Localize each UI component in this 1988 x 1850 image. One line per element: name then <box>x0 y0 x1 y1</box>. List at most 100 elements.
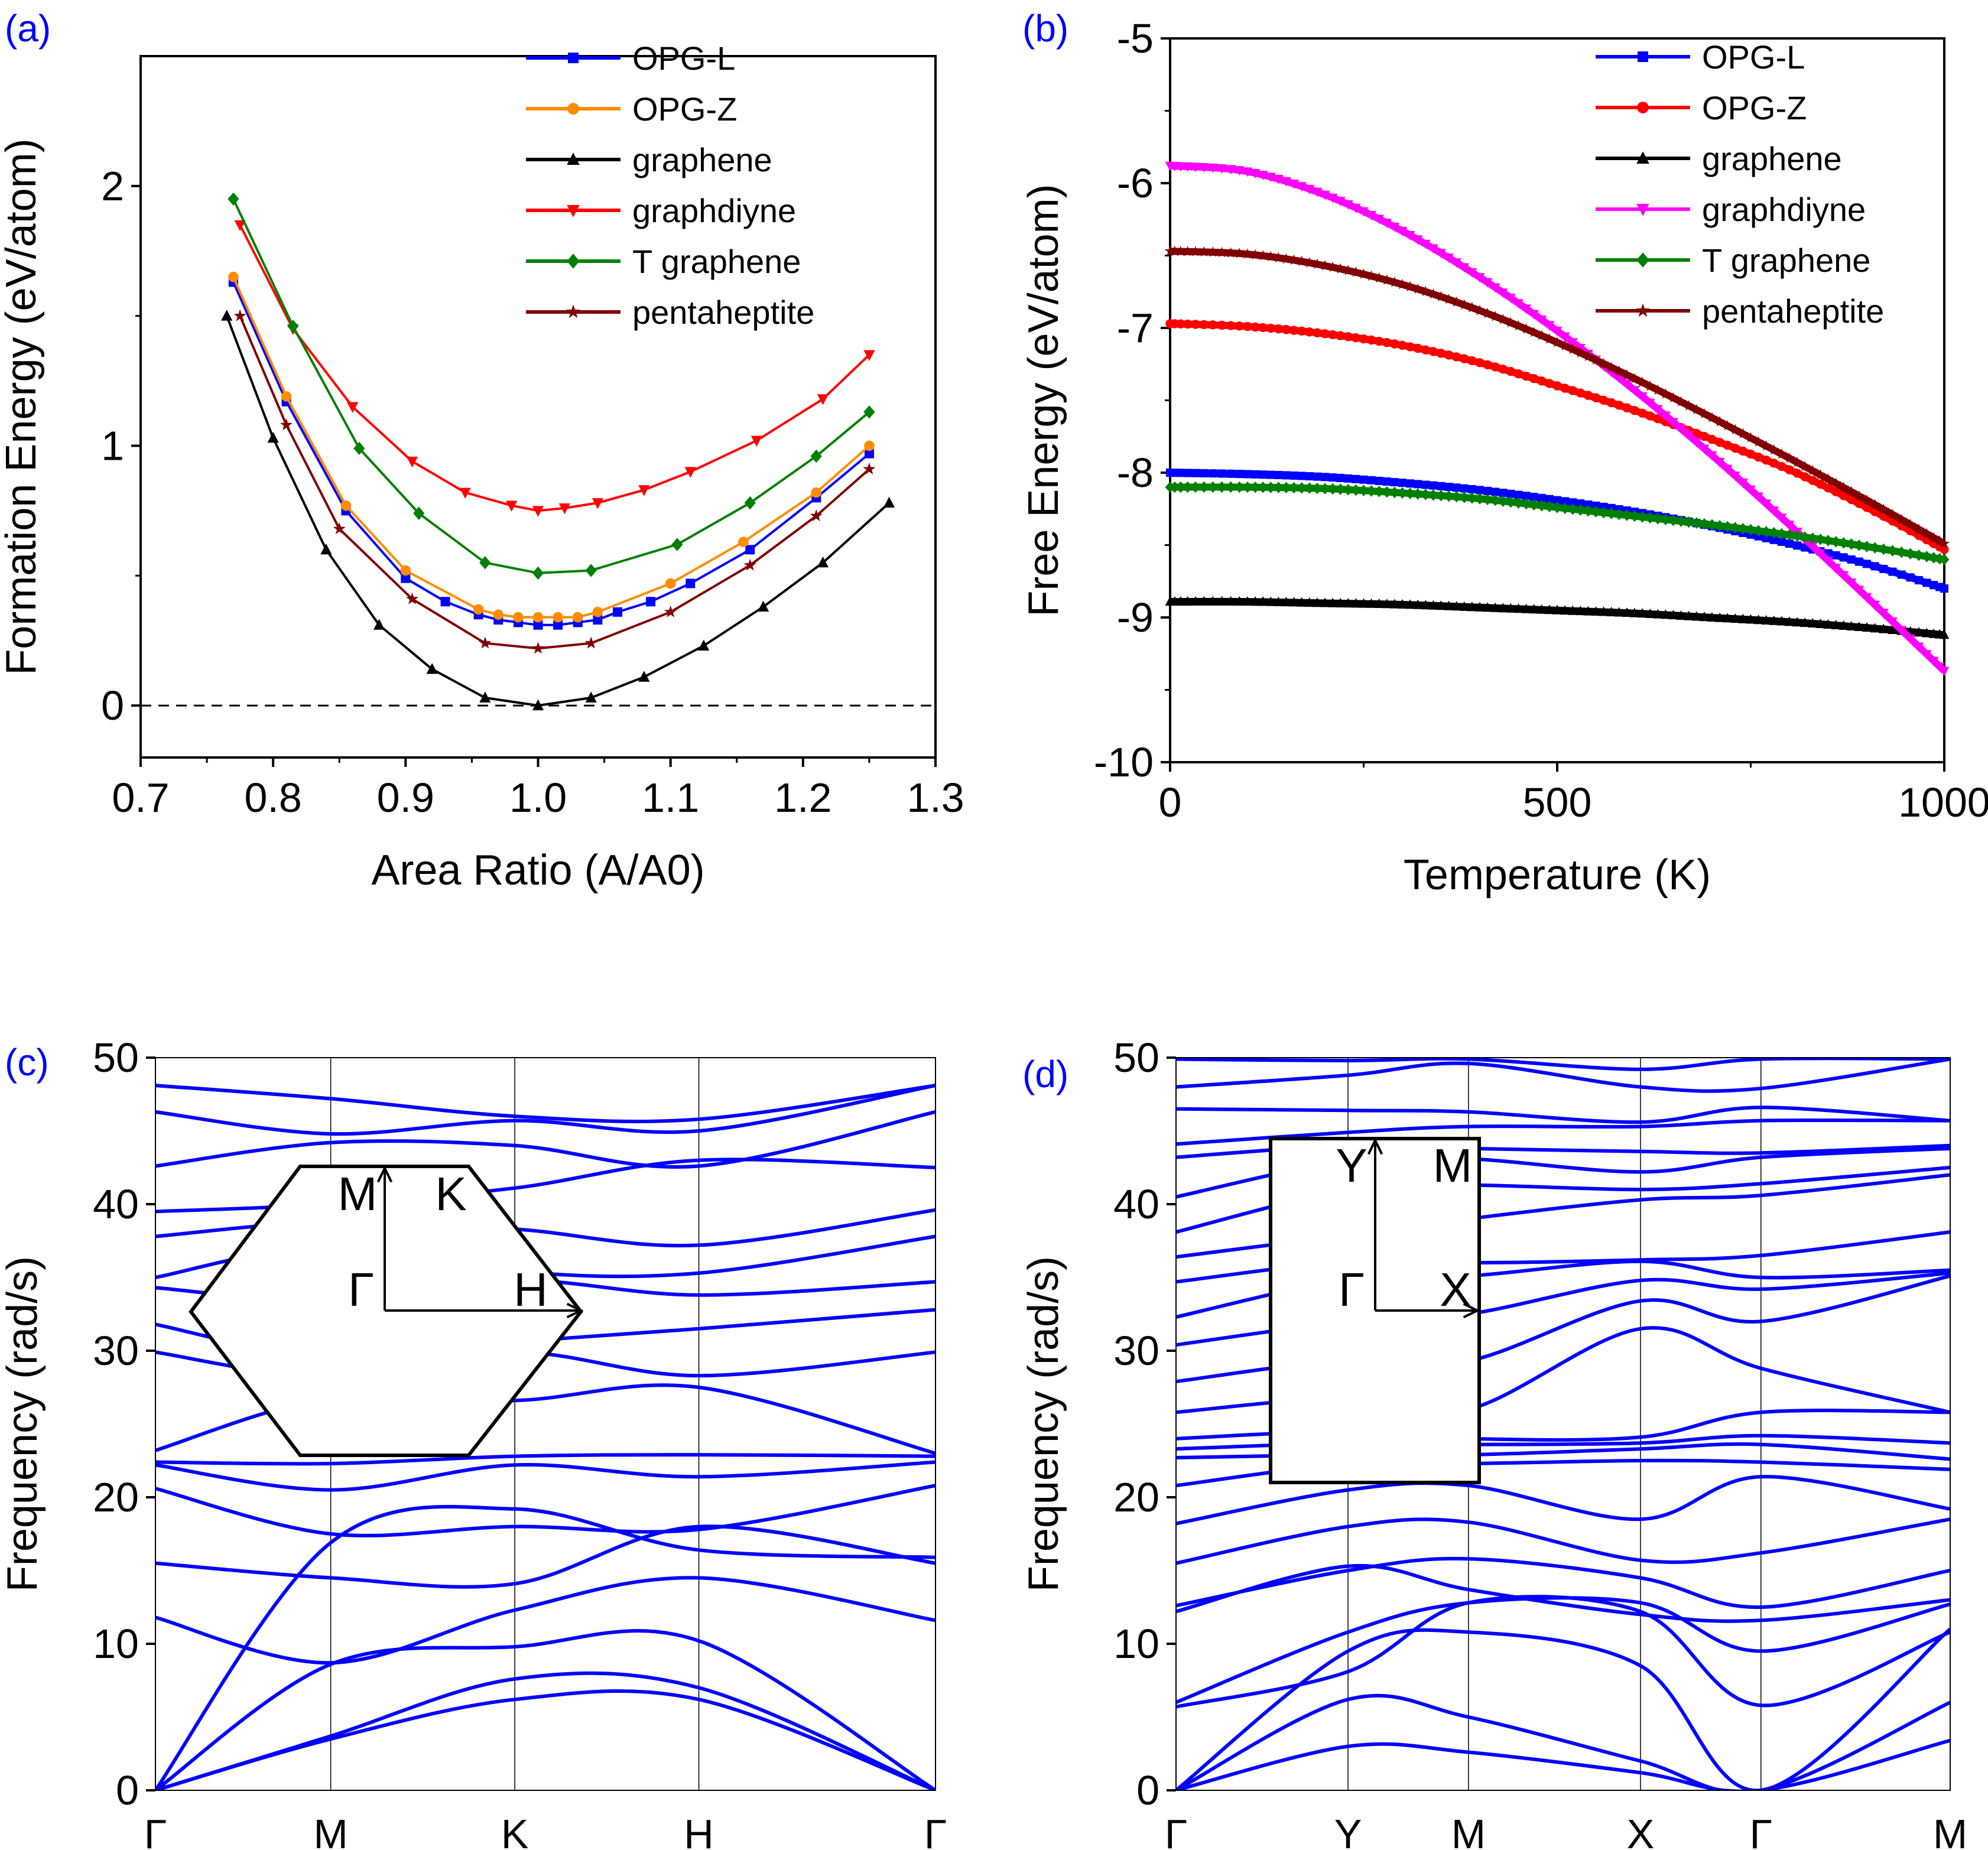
curve-marker <box>1258 481 1268 493</box>
legend-entry: OPG-Z <box>1596 89 1807 126</box>
curve-marker <box>1304 482 1315 494</box>
curve-marker <box>1529 374 1539 383</box>
curve-marker <box>1714 520 1725 532</box>
curve-marker <box>1304 597 1315 607</box>
curve-marker <box>1405 487 1415 499</box>
curve-marker <box>1560 383 1570 393</box>
curve-marker <box>1343 265 1354 275</box>
curve-marker <box>1428 244 1438 254</box>
curve-marker <box>1265 482 1276 493</box>
k-point-label: Y <box>1334 1811 1362 1850</box>
curve-marker <box>1698 408 1710 419</box>
curve-marker <box>1274 324 1284 334</box>
curve-marker <box>1506 366 1516 376</box>
curve-marker <box>1250 169 1261 179</box>
data-point <box>532 566 544 580</box>
curve-marker <box>1451 601 1462 611</box>
curve-marker <box>1753 452 1763 462</box>
curve-marker <box>1831 487 1841 496</box>
curve-marker <box>1583 606 1593 616</box>
inset-label-x: X <box>1440 1263 1471 1316</box>
legend-marker <box>567 103 579 115</box>
data-point <box>320 543 332 555</box>
curve-marker <box>1190 246 1201 256</box>
curve-marker <box>1870 542 1880 554</box>
curve-marker <box>1312 597 1323 607</box>
curve-marker <box>1467 485 1476 493</box>
curve-marker <box>1217 481 1227 493</box>
curve-marker <box>1297 326 1307 336</box>
arrow-gamma-x <box>1375 1302 1480 1319</box>
curve-marker <box>1551 336 1563 347</box>
curve-marker <box>1335 597 1346 607</box>
phonon-band-line <box>155 1084 935 1136</box>
curve-marker <box>1191 469 1200 477</box>
curve-marker <box>1190 162 1201 173</box>
legend-entry: T graphene <box>1596 242 1870 279</box>
curve-marker <box>1374 214 1385 225</box>
curve-marker <box>1397 599 1408 609</box>
curve-marker <box>1243 470 1252 479</box>
curve-marker <box>1830 477 1841 488</box>
curve-marker <box>1367 476 1376 485</box>
phonon-band-line <box>1176 1556 1950 1610</box>
curve-marker <box>1466 301 1478 313</box>
curve-marker <box>1190 481 1201 493</box>
curve-marker <box>1761 526 1772 538</box>
curve-marker <box>1207 481 1218 493</box>
curve-marker <box>1785 539 1794 548</box>
curve-marker <box>1312 187 1323 197</box>
curve-marker <box>1412 599 1423 609</box>
curve-marker <box>1614 607 1625 617</box>
curve-marker <box>1660 388 1671 399</box>
curve-marker <box>1281 177 1291 187</box>
curve-marker <box>1738 613 1748 623</box>
curve-marker <box>1498 365 1508 374</box>
data-point <box>281 391 292 402</box>
curve-marker <box>1343 483 1353 496</box>
curve-marker <box>1250 596 1261 606</box>
curve-marker <box>1235 321 1245 331</box>
curve-marker <box>1769 526 1779 539</box>
curve-marker <box>1746 524 1756 536</box>
curve-marker <box>1257 250 1269 261</box>
curve-marker <box>1691 517 1702 529</box>
curve-marker <box>1274 482 1284 493</box>
curve-marker <box>1869 499 1880 510</box>
curve-marker <box>1939 629 1950 639</box>
curve-marker <box>1730 424 1741 435</box>
curve-marker <box>1652 405 1663 415</box>
curve-marker <box>1175 481 1186 493</box>
curve-marker <box>1328 473 1337 482</box>
curve-marker <box>1389 599 1400 609</box>
inset-label-h: H <box>514 1263 548 1316</box>
y-tick-label: 30 <box>93 1328 139 1374</box>
curve-marker <box>1412 235 1423 245</box>
curve-marker <box>1207 163 1218 173</box>
data-point <box>479 691 491 703</box>
data-point <box>638 671 650 682</box>
curve-marker <box>1428 347 1438 356</box>
curve-marker <box>1251 470 1260 479</box>
curve-marker <box>1928 656 1939 666</box>
curve-marker <box>1815 469 1826 480</box>
curve-marker <box>1474 602 1485 612</box>
curve-marker <box>1513 497 1524 509</box>
data-point <box>664 605 677 617</box>
curve-marker <box>1738 522 1748 535</box>
series-graphene <box>1165 596 1950 639</box>
curve-marker <box>1676 515 1686 527</box>
data-point <box>585 691 597 703</box>
phonon-band-line <box>155 1460 935 1492</box>
series-t-graphene <box>1165 481 1950 565</box>
series-line <box>232 281 870 626</box>
curve-marker <box>1792 530 1802 542</box>
curve-marker <box>1776 448 1788 459</box>
curve-marker <box>1721 420 1733 431</box>
y-tick-label: 50 <box>1113 1035 1159 1081</box>
curve-marker <box>1583 350 1594 362</box>
curve-marker <box>1684 431 1694 441</box>
curve-marker <box>1182 246 1193 256</box>
legend-marker <box>567 205 580 217</box>
curve-marker <box>1374 485 1385 498</box>
